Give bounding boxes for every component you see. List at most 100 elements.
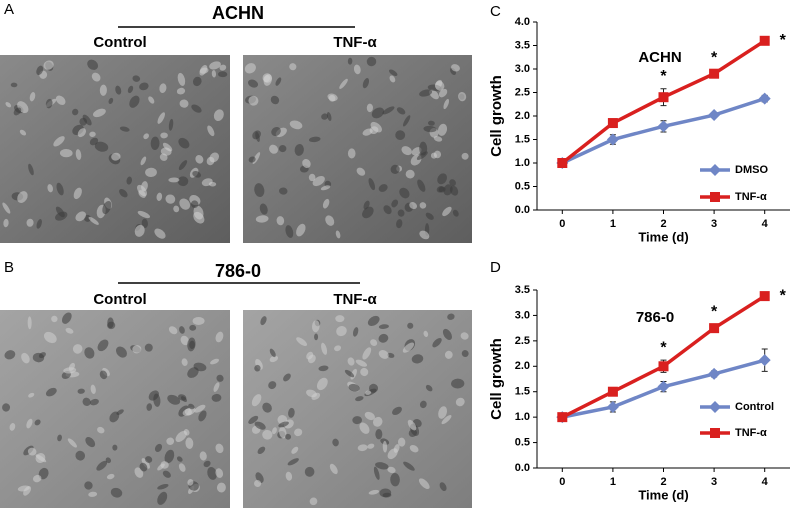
cell	[211, 393, 222, 402]
cell	[307, 354, 316, 364]
cell	[198, 410, 207, 422]
cell	[447, 313, 455, 320]
cell	[390, 164, 400, 174]
cell	[85, 437, 96, 448]
cell	[160, 461, 169, 469]
cell	[321, 113, 329, 120]
cell	[248, 79, 259, 88]
y-axis-label: Cell growth	[488, 75, 505, 157]
cell	[443, 98, 450, 110]
cell	[127, 85, 134, 94]
cell	[378, 333, 389, 343]
y-tick-label: 4.0	[515, 16, 530, 28]
cell	[392, 406, 402, 415]
cell	[402, 342, 415, 353]
cell	[332, 438, 339, 447]
legend-label: TNF-α	[735, 191, 767, 203]
cell	[67, 438, 77, 448]
cell	[116, 409, 124, 415]
cell	[423, 125, 437, 133]
cell	[176, 456, 183, 462]
cell	[438, 186, 446, 193]
cell	[179, 326, 185, 334]
cell	[255, 131, 260, 143]
cell	[248, 156, 256, 163]
cell	[325, 215, 335, 226]
cell	[17, 191, 28, 203]
cell	[320, 185, 331, 191]
cell	[373, 466, 380, 480]
cell	[416, 151, 428, 160]
cell	[388, 69, 398, 77]
x-tick-label: 0	[559, 476, 565, 488]
cell	[61, 312, 72, 324]
cell	[368, 383, 379, 393]
cell	[455, 397, 465, 407]
cell	[308, 173, 316, 182]
cell	[75, 450, 86, 461]
cell	[179, 99, 189, 108]
cell	[179, 198, 191, 210]
cell	[77, 128, 87, 138]
cell	[378, 324, 389, 329]
cell	[168, 118, 174, 131]
image-label: Control	[93, 291, 146, 308]
cell	[129, 95, 140, 108]
annotation: *	[660, 68, 667, 85]
marker	[606, 133, 619, 146]
cell	[268, 381, 277, 390]
cell	[460, 332, 469, 340]
cell	[10, 82, 18, 88]
cell	[145, 456, 153, 463]
cell	[99, 370, 108, 380]
cell	[35, 454, 47, 463]
cell	[259, 203, 268, 215]
cell	[335, 315, 345, 323]
y-tick-label: 0.0	[515, 204, 530, 216]
cell	[449, 179, 456, 187]
cell	[207, 125, 215, 137]
cell	[362, 78, 370, 89]
y-axis-label: Cell growth	[488, 338, 505, 420]
y-tick-label: 1.0	[515, 157, 530, 169]
panel-title: 786-0	[215, 261, 261, 281]
panel-label: B	[4, 259, 14, 276]
cell	[94, 141, 109, 152]
cell	[157, 483, 169, 490]
cell	[278, 144, 287, 153]
cell	[160, 147, 172, 156]
cell	[316, 377, 328, 391]
cell	[73, 187, 82, 200]
cell	[63, 367, 77, 374]
annotation: *	[711, 303, 718, 320]
cell	[451, 64, 460, 72]
cell	[181, 358, 188, 366]
cell	[178, 137, 190, 149]
cell	[419, 400, 427, 409]
cell	[29, 92, 36, 102]
cell	[248, 415, 259, 424]
cell	[176, 87, 186, 95]
cell	[458, 91, 467, 102]
legend-marker	[710, 192, 720, 202]
annotation: *	[660, 339, 667, 356]
cell	[203, 460, 211, 468]
cell	[411, 147, 422, 156]
cell	[110, 487, 123, 498]
cell	[167, 394, 181, 405]
cell	[88, 491, 98, 497]
cell	[55, 95, 66, 105]
marker	[708, 367, 721, 380]
image-label: Control	[93, 34, 146, 51]
cell	[139, 462, 148, 472]
cell	[177, 72, 186, 86]
cell	[387, 448, 398, 460]
cell	[360, 367, 369, 377]
cell	[216, 374, 224, 382]
legend-marker	[710, 428, 720, 438]
cell	[89, 137, 99, 146]
cell	[432, 337, 442, 348]
cell	[451, 378, 465, 389]
cell	[82, 114, 92, 126]
cell	[278, 421, 289, 428]
